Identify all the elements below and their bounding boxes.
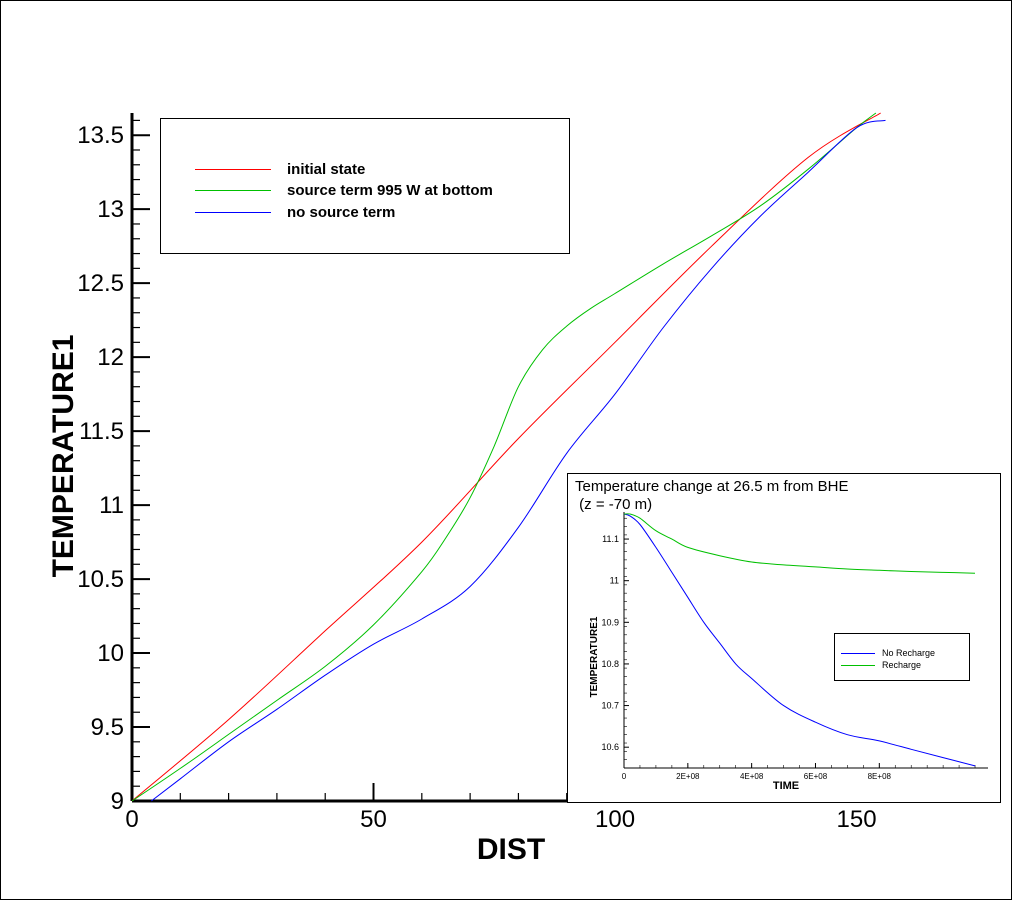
legend-entry-no-source-term: no source term [195,202,395,222]
legend-label: Recharge [882,660,922,670]
inset-y-tick-label: 10.6 [601,742,619,752]
series-line-initial-state [131,112,881,802]
y-tick-label: 12.5 [77,270,124,297]
x-axis-label: DIST [477,833,545,866]
inset-y-tick-label: 10.9 [601,617,619,627]
inset-x-tick-label: 4E+08 [740,772,764,781]
y-tick-label: 12 [97,344,124,371]
inset-y-tick-label: 11 [610,576,619,586]
inset-x-tick-label: 0 [622,772,627,781]
y-tick-label: 11 [99,492,124,519]
inset-x-axis-label: TIME [773,780,799,792]
inset-legend: No Recharge Recharge [834,633,970,681]
inset-x-tick-label: 6E+08 [804,772,828,781]
y-tick-label: 11.5 [79,418,124,445]
y-tick-label: 10.5 [77,566,124,593]
inset-x-tick-label: 8E+08 [868,772,892,781]
legend-label: initial state [287,160,366,178]
x-tick-label: 0 [125,806,138,833]
inset-legend-entry-recharge: Recharge [841,659,921,671]
y-tick-label: 10 [97,640,124,667]
inset-y-axis-label: TEMPERATURE1 [589,616,600,697]
inset-legend-entry-no-recharge: No Recharge [841,647,935,659]
x-tick-label: 50 [360,806,387,833]
inset-series-line-recharge [623,513,976,574]
y-tick-label: 13.5 [77,122,124,149]
legend-swatch [841,652,875,654]
legend-entry-initial-state: initial state [195,159,365,179]
legend-entry-source-term: source term 995 W at bottom [195,180,493,200]
inset-axes: 10.6 10.7 10.8 10.9 11 11.1 0 2E+08 4E+08 6E+08 8E… [601,512,988,781]
legend-label: source term 995 W at bottom [287,181,493,199]
series-line-source-term-995-w-at-bottom [131,112,877,802]
main-series [131,112,886,802]
legend-label: No Recharge [882,648,936,658]
inset-y-tick-label: 10.7 [601,701,619,711]
y-tick-label: 13 [97,196,124,223]
inset-title: Temperature change at 26.5 m from BHE [575,478,849,495]
series-line-no-source-term [150,119,886,802]
legend-swatch [841,664,875,666]
inset-chart-panel: 10.6 10.7 10.8 10.9 11 11.1 0 2E+08 4E+08 6E+08 8E… [567,473,1001,803]
legend-swatch [195,211,271,213]
inset-x-tick-label: 2E+08 [676,772,700,781]
legend-swatch [195,168,271,170]
x-tick-label: 100 [595,806,635,833]
main-axes: 9 9.5 10 10.5 11 11.5 12 12.5 13 13.5 0 50 100 150 [77,113,1001,833]
y-tick-label: 9 [111,788,124,815]
x-tick-label: 150 [837,806,877,833]
inset-title-block: Temperature change at 26.5 m from BHE (z… [575,478,848,514]
y-tick-label: 9.5 [91,714,124,741]
inset-subtitle: (z = -70 m) [575,496,653,513]
inset-series [623,513,976,767]
main-legend: initial state source term 995 W at botto… [160,118,570,254]
legend-swatch [195,189,271,191]
inset-y-tick-label: 10.8 [601,659,619,669]
inset-chart: 10.6 10.7 10.8 10.9 11 11.1 0 2E+08 4E+08 6E+08 8E… [589,512,988,792]
legend-label: no source term [287,203,396,221]
inset-y-tick-label: 11.1 [602,534,619,544]
inset-series-line-no-recharge [623,513,976,767]
y-axis-label: TEMPERATURE1 [47,335,80,578]
